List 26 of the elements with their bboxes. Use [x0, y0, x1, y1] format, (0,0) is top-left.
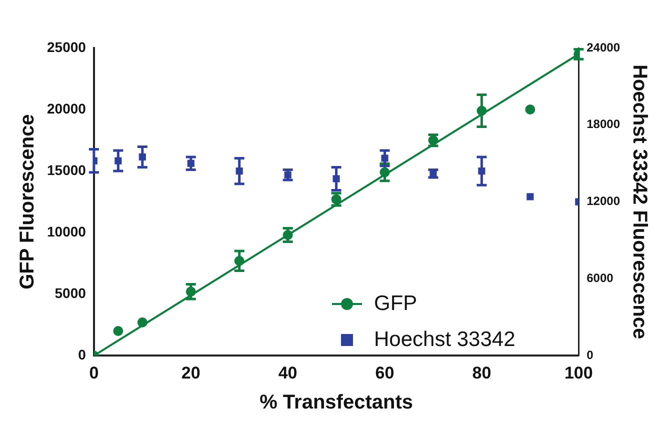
legend-label: GFP — [374, 292, 418, 316]
x-tick-label: 20 — [181, 363, 200, 382]
y2-axis-title: Hoechst 33342 Fluorescence — [628, 64, 650, 340]
legend-label: Hoechst 33342 — [374, 328, 516, 352]
x-tick-label: 0 — [89, 363, 99, 382]
point — [525, 104, 536, 115]
x-axis-title: % Transfectants — [260, 392, 413, 414]
y-axis-title: GFP Fluorescence — [16, 114, 39, 290]
y-tick-label: 10000 — [46, 223, 86, 240]
point — [526, 193, 534, 200]
y-tick-label: 5000 — [54, 284, 86, 301]
x-tick-label: 80 — [472, 363, 492, 382]
y-tick-label: 15000 — [46, 162, 86, 178]
y2-tick-label: 6000 — [586, 271, 614, 286]
y-tick-label: 25000 — [46, 38, 86, 55]
y2-tick-label: 18000 — [586, 117, 620, 132]
x-tick-label: 60 — [375, 363, 394, 382]
point — [137, 317, 148, 328]
y2-tick-label: 12000 — [586, 194, 620, 208]
y2-tick-label: 24000 — [586, 40, 620, 54]
x-tick-label: 40 — [278, 363, 298, 382]
x-tick-label: 100 — [564, 363, 593, 382]
y2-tick-label: 0 — [586, 348, 594, 362]
y-tick-label: 20000 — [46, 100, 86, 116]
point — [113, 326, 124, 336]
y-tick-label: 0 — [78, 346, 86, 362]
